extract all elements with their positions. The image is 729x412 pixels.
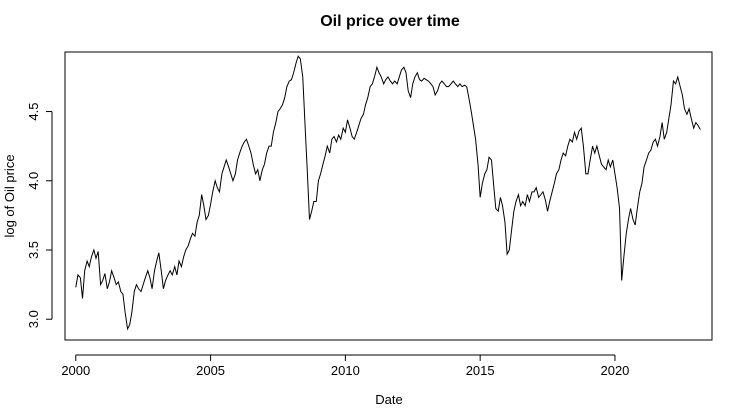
x-tick-label: 2000: [61, 363, 90, 378]
x-axis-label: Date: [375, 392, 402, 407]
x-axis: 2000 2005 2010 2015 2020: [61, 354, 629, 378]
y-axis: 3.0 3.5 4.0 4.5: [26, 102, 53, 328]
y-axis-label: log of Oil price: [2, 154, 17, 237]
plot-frame: [64, 51, 713, 341]
chart-title: Oil price over time: [320, 13, 460, 30]
y-tick-label: 4.5: [26, 102, 41, 120]
x-tick-label: 2015: [466, 363, 495, 378]
x-tick-label: 2005: [196, 363, 225, 378]
y-tick-label: 3.0: [26, 310, 41, 328]
x-tick-label: 2010: [331, 363, 360, 378]
x-tick-label: 2020: [600, 363, 629, 378]
series-line-oil-price: [75, 55, 701, 331]
y-tick-label: 3.5: [26, 241, 41, 259]
y-tick-label: 4.0: [26, 172, 41, 190]
